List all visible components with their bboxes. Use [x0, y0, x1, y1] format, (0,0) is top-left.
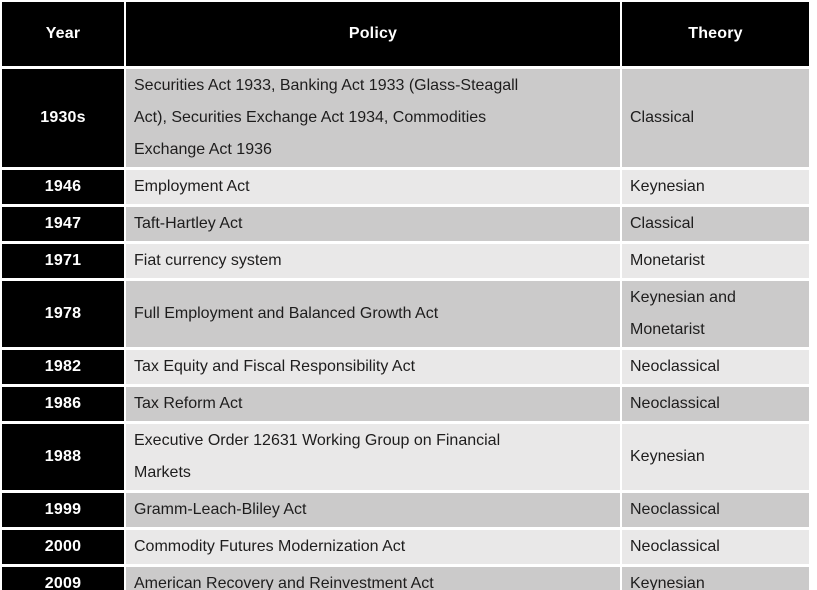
header-row: Year Policy Theory — [0, 0, 811, 68]
theory-cell: Neoclassical — [620, 347, 811, 386]
policy-cell: Taft-Hartley Act — [124, 204, 622, 243]
policy-cell: Full Employment and Balanced Growth Act — [124, 278, 622, 349]
theory-cell: Keynesian — [620, 421, 811, 492]
table-row: 1930s Securities Act 1933, Banking Act 1… — [0, 66, 811, 169]
year-cell: 1999 — [0, 490, 126, 529]
theory-cell: Neoclassical — [620, 384, 811, 423]
year-cell: 1986 — [0, 384, 126, 423]
table-row: 1986 Tax Reform Act Neoclassical — [0, 384, 811, 423]
table-row: 1947 Taft-Hartley Act Classical — [0, 204, 811, 243]
policy-cell: Securities Act 1933, Banking Act 1933 (G… — [124, 66, 622, 169]
policy-cell: Tax Reform Act — [124, 384, 622, 423]
policy-cell: Employment Act — [124, 167, 622, 206]
table-row: 1999 Gramm-Leach-Bliley Act Neoclassical — [0, 490, 811, 529]
policy-cell: Gramm-Leach-Bliley Act — [124, 490, 622, 529]
year-cell: 2009 — [0, 564, 126, 590]
year-cell: 1946 — [0, 167, 126, 206]
table-row: 2009 American Recovery and Reinvestment … — [0, 564, 811, 590]
policy-cell: Fiat currency system — [124, 241, 622, 280]
table-body: 1930s Securities Act 1933, Banking Act 1… — [0, 66, 811, 590]
table-row: 2000 Commodity Futures Modernization Act… — [0, 527, 811, 566]
year-cell: 1971 — [0, 241, 126, 280]
table-row: 1978 Full Employment and Balanced Growth… — [0, 278, 811, 349]
table-row: 1988 Executive Order 12631 Working Group… — [0, 421, 811, 492]
theory-cell: Classical — [620, 204, 811, 243]
table-row: 1982 Tax Equity and Fiscal Responsibilit… — [0, 347, 811, 386]
year-cell: 1988 — [0, 421, 126, 492]
theory-cell: Classical — [620, 66, 811, 169]
year-cell: 1947 — [0, 204, 126, 243]
year-cell: 2000 — [0, 527, 126, 566]
theory-cell: Monetarist — [620, 241, 811, 280]
column-header-theory: Theory — [620, 0, 811, 68]
theory-cell: Neoclassical — [620, 527, 811, 566]
policy-cell: American Recovery and Reinvestment Act — [124, 564, 622, 590]
policy-cell: Executive Order 12631 Working Group on F… — [124, 421, 622, 492]
year-cell: 1982 — [0, 347, 126, 386]
policy-cell: Commodity Futures Modernization Act — [124, 527, 622, 566]
theory-cell: Keynesian — [620, 564, 811, 590]
table-row: 1971 Fiat currency system Monetarist — [0, 241, 811, 280]
year-cell: 1978 — [0, 278, 126, 349]
column-header-policy: Policy — [124, 0, 622, 68]
theory-cell: Neoclassical — [620, 490, 811, 529]
policy-cell: Tax Equity and Fiscal Responsibility Act — [124, 347, 622, 386]
theory-cell: Keynesian and Monetarist — [620, 278, 811, 349]
table-row: 1946 Employment Act Keynesian — [0, 167, 811, 206]
theory-cell: Keynesian — [620, 167, 811, 206]
year-cell: 1930s — [0, 66, 126, 169]
column-header-year: Year — [0, 0, 126, 68]
